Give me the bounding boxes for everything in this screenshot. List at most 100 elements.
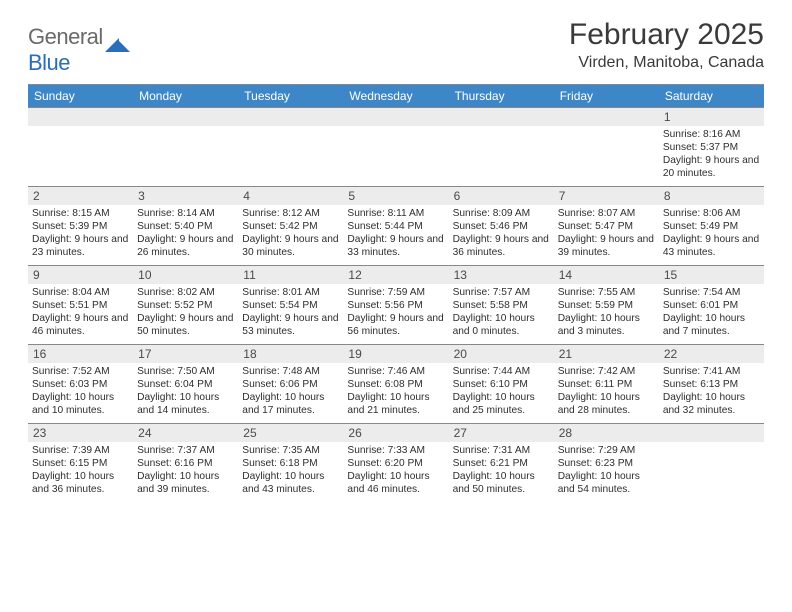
day-number: 10 xyxy=(133,266,238,284)
day-cell: 17Sunrise: 7:50 AMSunset: 6:04 PMDayligh… xyxy=(133,345,238,423)
sunset-text: Sunset: 6:20 PM xyxy=(347,457,444,470)
sunrise-text: Sunrise: 8:12 AM xyxy=(242,207,339,220)
day-cell xyxy=(659,424,764,502)
sunrise-text: Sunrise: 8:02 AM xyxy=(137,286,234,299)
day-number: 8 xyxy=(659,187,764,205)
sunrise-text: Sunrise: 8:11 AM xyxy=(347,207,444,220)
day-number: 23 xyxy=(28,424,133,442)
day-cell: 7Sunrise: 8:07 AMSunset: 5:47 PMDaylight… xyxy=(554,187,659,265)
sunset-text: Sunset: 5:39 PM xyxy=(32,220,129,233)
sunrise-text: Sunrise: 8:06 AM xyxy=(663,207,760,220)
sunset-text: Sunset: 5:51 PM xyxy=(32,299,129,312)
week-row: 9Sunrise: 8:04 AMSunset: 5:51 PMDaylight… xyxy=(28,265,764,344)
daylight-text: Daylight: 10 hours and 3 minutes. xyxy=(558,312,655,338)
day-cell: 6Sunrise: 8:09 AMSunset: 5:46 PMDaylight… xyxy=(449,187,554,265)
day-number xyxy=(659,424,764,442)
day-cell: 22Sunrise: 7:41 AMSunset: 6:13 PMDayligh… xyxy=(659,345,764,423)
sunrise-text: Sunrise: 7:50 AM xyxy=(137,365,234,378)
day-number: 1 xyxy=(659,108,764,126)
day-cell: 18Sunrise: 7:48 AMSunset: 6:06 PMDayligh… xyxy=(238,345,343,423)
daylight-text: Daylight: 9 hours and 36 minutes. xyxy=(453,233,550,259)
week-row: 16Sunrise: 7:52 AMSunset: 6:03 PMDayligh… xyxy=(28,344,764,423)
day-cell: 21Sunrise: 7:42 AMSunset: 6:11 PMDayligh… xyxy=(554,345,659,423)
day-cell xyxy=(133,108,238,186)
logo-text: General Blue xyxy=(28,24,103,76)
day-body: Sunrise: 8:06 AMSunset: 5:49 PMDaylight:… xyxy=(659,205,764,262)
day-number: 6 xyxy=(449,187,554,205)
sunset-text: Sunset: 6:13 PM xyxy=(663,378,760,391)
day-cell: 9Sunrise: 8:04 AMSunset: 5:51 PMDaylight… xyxy=(28,266,133,344)
day-cell: 10Sunrise: 8:02 AMSunset: 5:52 PMDayligh… xyxy=(133,266,238,344)
sunrise-text: Sunrise: 7:52 AM xyxy=(32,365,129,378)
sunset-text: Sunset: 6:16 PM xyxy=(137,457,234,470)
day-number: 18 xyxy=(238,345,343,363)
day-body: Sunrise: 8:15 AMSunset: 5:39 PMDaylight:… xyxy=(28,205,133,262)
location: Virden, Manitoba, Canada xyxy=(569,54,764,72)
day-body: Sunrise: 7:54 AMSunset: 6:01 PMDaylight:… xyxy=(659,284,764,341)
sunrise-text: Sunrise: 7:39 AM xyxy=(32,444,129,457)
day-body: Sunrise: 7:37 AMSunset: 6:16 PMDaylight:… xyxy=(133,442,238,499)
sunrise-text: Sunrise: 8:16 AM xyxy=(663,128,760,141)
sunrise-text: Sunrise: 7:29 AM xyxy=(558,444,655,457)
week-row: 1Sunrise: 8:16 AMSunset: 5:37 PMDaylight… xyxy=(28,107,764,186)
daylight-text: Daylight: 10 hours and 0 minutes. xyxy=(453,312,550,338)
logo-text-gray: General xyxy=(28,24,103,49)
sunset-text: Sunset: 5:58 PM xyxy=(453,299,550,312)
sunrise-text: Sunrise: 7:48 AM xyxy=(242,365,339,378)
day-cell: 15Sunrise: 7:54 AMSunset: 6:01 PMDayligh… xyxy=(659,266,764,344)
day-body: Sunrise: 8:04 AMSunset: 5:51 PMDaylight:… xyxy=(28,284,133,341)
day-body xyxy=(343,126,448,186)
day-body: Sunrise: 7:46 AMSunset: 6:08 PMDaylight:… xyxy=(343,363,448,420)
day-number: 17 xyxy=(133,345,238,363)
daylight-text: Daylight: 9 hours and 23 minutes. xyxy=(32,233,129,259)
day-body: Sunrise: 8:12 AMSunset: 5:42 PMDaylight:… xyxy=(238,205,343,262)
day-body: Sunrise: 7:57 AMSunset: 5:58 PMDaylight:… xyxy=(449,284,554,341)
dow-cell: Wednesday xyxy=(343,85,448,107)
day-body: Sunrise: 8:01 AMSunset: 5:54 PMDaylight:… xyxy=(238,284,343,341)
day-body: Sunrise: 7:35 AMSunset: 6:18 PMDaylight:… xyxy=(238,442,343,499)
calendar-page: General Blue February 2025 Virden, Manit… xyxy=(0,0,792,512)
sunset-text: Sunset: 5:47 PM xyxy=(558,220,655,233)
sunrise-text: Sunrise: 8:07 AM xyxy=(558,207,655,220)
sunrise-text: Sunrise: 7:44 AM xyxy=(453,365,550,378)
sunset-text: Sunset: 5:54 PM xyxy=(242,299,339,312)
daylight-text: Daylight: 9 hours and 53 minutes. xyxy=(242,312,339,338)
sunrise-text: Sunrise: 7:41 AM xyxy=(663,365,760,378)
daylight-text: Daylight: 9 hours and 26 minutes. xyxy=(137,233,234,259)
day-number xyxy=(449,108,554,126)
day-body: Sunrise: 7:52 AMSunset: 6:03 PMDaylight:… xyxy=(28,363,133,420)
sunrise-text: Sunrise: 7:31 AM xyxy=(453,444,550,457)
day-number: 14 xyxy=(554,266,659,284)
week-row: 23Sunrise: 7:39 AMSunset: 6:15 PMDayligh… xyxy=(28,423,764,502)
day-cell: 13Sunrise: 7:57 AMSunset: 5:58 PMDayligh… xyxy=(449,266,554,344)
daylight-text: Daylight: 10 hours and 21 minutes. xyxy=(347,391,444,417)
day-body xyxy=(554,126,659,186)
sunset-text: Sunset: 5:37 PM xyxy=(663,141,760,154)
day-body: Sunrise: 7:39 AMSunset: 6:15 PMDaylight:… xyxy=(28,442,133,499)
day-number: 19 xyxy=(343,345,448,363)
calendar-grid: SundayMondayTuesdayWednesdayThursdayFrid… xyxy=(28,84,764,502)
header-row: General Blue February 2025 Virden, Manit… xyxy=(28,18,764,76)
day-number: 5 xyxy=(343,187,448,205)
sunrise-text: Sunrise: 8:14 AM xyxy=(137,207,234,220)
day-body xyxy=(449,126,554,186)
day-number: 25 xyxy=(238,424,343,442)
day-body xyxy=(133,126,238,186)
sunset-text: Sunset: 6:06 PM xyxy=(242,378,339,391)
day-number: 3 xyxy=(133,187,238,205)
day-number: 16 xyxy=(28,345,133,363)
sunset-text: Sunset: 6:04 PM xyxy=(137,378,234,391)
day-body xyxy=(659,442,764,502)
sunrise-text: Sunrise: 7:54 AM xyxy=(663,286,760,299)
daylight-text: Daylight: 10 hours and 46 minutes. xyxy=(347,470,444,496)
day-cell: 20Sunrise: 7:44 AMSunset: 6:10 PMDayligh… xyxy=(449,345,554,423)
day-cell: 25Sunrise: 7:35 AMSunset: 6:18 PMDayligh… xyxy=(238,424,343,502)
daylight-text: Daylight: 10 hours and 36 minutes. xyxy=(32,470,129,496)
sunrise-text: Sunrise: 7:46 AM xyxy=(347,365,444,378)
dow-row: SundayMondayTuesdayWednesdayThursdayFrid… xyxy=(28,85,764,107)
weeks-container: 1 Sunrise: 8:16 AMSunset: 5:37 PM Daylight… xyxy=(28,107,764,502)
month-title: February 2025 xyxy=(569,18,764,52)
sunset-text: Sunset: 5:52 PM xyxy=(137,299,234,312)
day-number: 21 xyxy=(554,345,659,363)
sunrise-text: Sunrise: 8:01 AM xyxy=(242,286,339,299)
